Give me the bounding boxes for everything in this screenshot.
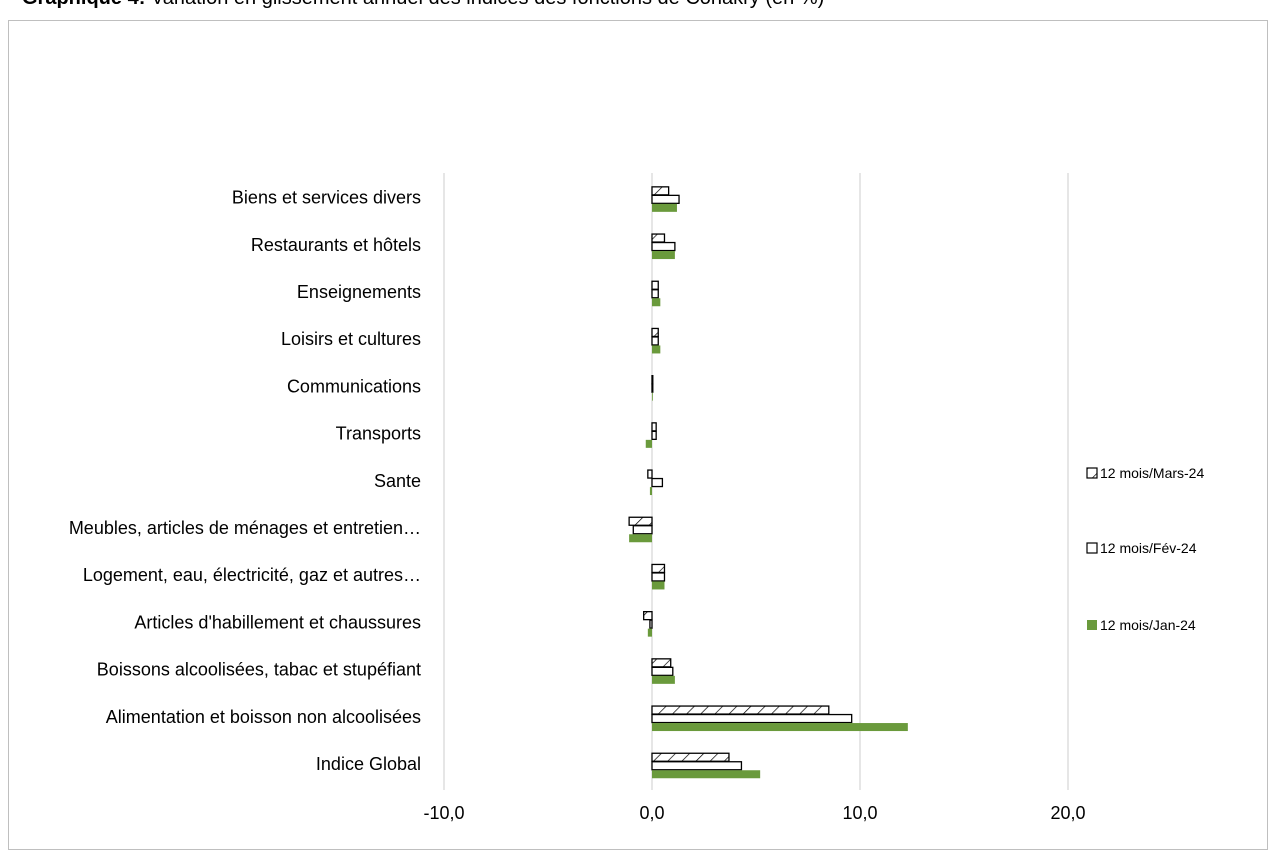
- bar-fev-24: [651, 383, 654, 393]
- bar-mars-24: [651, 422, 657, 432]
- category-label: Logement, eau, électricité, gaz et autre…: [83, 565, 421, 585]
- legend-label: 12 mois/Fév-24: [1100, 540, 1197, 556]
- x-tick-label: -10,0: [423, 803, 464, 823]
- chart-title: Graphique 4: Variation en glissement ann…: [22, 0, 824, 10]
- bar-fev-24: [651, 430, 657, 441]
- bar-jan-24: [652, 298, 661, 307]
- x-tick-label: 20,0: [1050, 803, 1085, 823]
- bar-fev-24: [651, 289, 659, 299]
- bar-mars-24: [651, 233, 666, 243]
- grid-lines: [443, 173, 1069, 790]
- category-label: Meubles, articles de ménages et entretie…: [69, 518, 421, 538]
- bar-fev-24: [651, 477, 664, 488]
- bar-mars-24: [651, 658, 672, 668]
- bar-mars-24: [651, 327, 659, 338]
- category-label: Transports: [336, 424, 421, 444]
- category-label: Sante: [374, 471, 421, 491]
- bar-mars-24: [643, 611, 653, 621]
- chart-title-prefix: Graphique 4:: [22, 0, 145, 9]
- bar-mars-24: [651, 186, 670, 196]
- x-tick-label: 10,0: [842, 803, 877, 823]
- category-labels: Indice Global Alimentation et boisson non…: [69, 188, 421, 774]
- bars: [628, 186, 908, 779]
- bar-fev-24: [651, 241, 676, 252]
- bar-fev-24: [651, 666, 674, 676]
- bar-mars-24: [651, 374, 654, 385]
- bar-jan-24: [649, 487, 652, 496]
- bar-fev-24: [651, 336, 659, 346]
- bar-jan-24: [647, 628, 652, 637]
- category-label: Enseignements: [297, 282, 421, 302]
- x-tick-labels: -10,0 0,0 10,0 20,0: [423, 803, 1085, 823]
- bar-jan-24: [652, 203, 677, 212]
- bar-jan-24: [652, 251, 675, 260]
- bar-fev-24: [632, 525, 653, 535]
- bar-jan-24: [652, 345, 661, 354]
- legend-swatch: [1086, 467, 1098, 479]
- category-label: Articles d'habillement et chaussures: [134, 612, 421, 632]
- bar-mars-24: [651, 752, 730, 762]
- category-label: Alimentation et boisson non alcoolisées: [106, 707, 421, 727]
- category-label: Restaurants et hôtels: [251, 235, 421, 255]
- category-label: Loisirs et cultures: [281, 329, 421, 349]
- bar-mars-24: [651, 705, 830, 715]
- bar-mars-24: [651, 563, 666, 574]
- bar-jan-24: [645, 439, 652, 448]
- bar-jan-24: [652, 723, 908, 732]
- bar-mars-24: [647, 469, 653, 479]
- bar-fev-24: [649, 619, 653, 629]
- bar-fev-24: [651, 713, 853, 724]
- bar-jan-24: [652, 770, 761, 779]
- bar-jan-24: [652, 675, 675, 684]
- category-label: Indice Global: [316, 754, 421, 774]
- category-label: Boissons alcoolisées, tabac et stupéfian…: [97, 660, 421, 680]
- legend-swatch: [1087, 620, 1097, 630]
- bar-mars-24: [651, 280, 659, 290]
- bar-jan-24: [652, 392, 653, 401]
- bar-fev-24: [651, 572, 666, 582]
- bar-fev-24: [651, 194, 680, 205]
- bar-jan-24: [652, 581, 665, 590]
- legend-label: 12 mois/Jan-24: [1100, 617, 1196, 633]
- bar-mars-24: [628, 516, 653, 526]
- bar-fev-24: [651, 761, 743, 771]
- legend: 12 mois/Mars-24 12 mois/Fév-24 12 mois/Jan…: [1086, 465, 1204, 633]
- legend-swatch: [1086, 542, 1098, 554]
- category-label: Biens et services divers: [232, 188, 421, 208]
- chart-title-text: Variation en glissement annuel des indic…: [145, 0, 824, 9]
- bar-jan-24: [629, 534, 652, 543]
- category-label: Communications: [287, 376, 421, 396]
- x-tick-label: 0,0: [639, 803, 664, 823]
- legend-label: 12 mois/Mars-24: [1100, 465, 1204, 481]
